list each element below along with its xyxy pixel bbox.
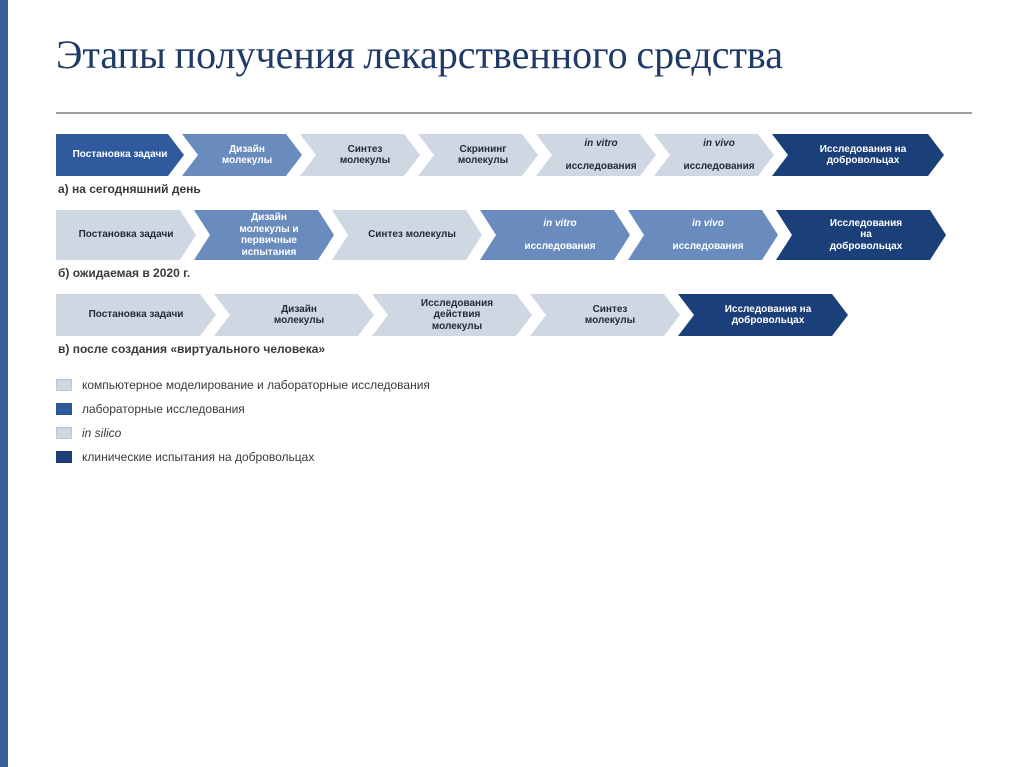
process-step: in vivoисследования bbox=[628, 210, 778, 260]
page-title: Этапы получения лекарственного средства bbox=[56, 32, 972, 78]
process-step-label: Скринингмолекулы bbox=[458, 144, 508, 167]
legend-swatch bbox=[56, 379, 72, 391]
process-step-label: Синтезмолекулы bbox=[585, 304, 635, 327]
process-step: Дизайнмолекулы bbox=[214, 294, 374, 336]
row-caption: а) на сегодняшний день bbox=[58, 182, 972, 196]
process-step: Постановка задачи bbox=[56, 134, 184, 176]
legend-item: in silico bbox=[56, 426, 972, 440]
legend-swatch bbox=[56, 403, 72, 415]
process-step-label: Синтез молекулы bbox=[368, 229, 456, 241]
process-step-label: Исследованиянадобровольцах bbox=[830, 218, 903, 253]
arrow-row: Постановка задачи Дизайнмолекулы Исследова… bbox=[56, 294, 972, 336]
process-step: Дизайнмолекулы ипервичныеиспытания bbox=[194, 210, 334, 260]
process-step: Синтезмолекулы bbox=[530, 294, 680, 336]
legend-label: in silico bbox=[82, 426, 121, 440]
accent-bar bbox=[4, 0, 8, 767]
process-step: Постановка задачи bbox=[56, 294, 216, 336]
process-step-label: Постановка задачи bbox=[79, 229, 174, 241]
process-step-label: Исследования надобровольцах bbox=[820, 144, 907, 167]
process-step-label: in vivoисследования bbox=[683, 138, 754, 173]
process-step-label: in vitroисследования bbox=[565, 138, 636, 173]
process-step: Исследованиядействиямолекулы bbox=[372, 294, 532, 336]
process-row: Постановка задачи Дизайнмолекулы Исследова… bbox=[56, 294, 972, 356]
process-row: Постановка задачи Дизайнмолекулы ипервичн… bbox=[56, 210, 972, 280]
process-step: Исследования надобровольцах bbox=[678, 294, 848, 336]
process-step-label: Исследованиядействиямолекулы bbox=[421, 298, 493, 333]
process-step: Исследования надобровольцах bbox=[772, 134, 944, 176]
legend-label: компьютерное моделирование и лабораторны… bbox=[82, 378, 430, 392]
row-caption: б) ожидаемая в 2020 г. bbox=[58, 266, 972, 280]
rows-container: Постановка задачи Дизайнмолекулы Синтезмол… bbox=[56, 134, 972, 356]
process-step-label: Постановка задачи bbox=[73, 149, 168, 161]
process-step: Синтез молекулы bbox=[332, 210, 482, 260]
process-step: in vitroисследования bbox=[536, 134, 656, 176]
arrow-row: Постановка задачи Дизайнмолекулы Синтезмол… bbox=[56, 134, 972, 176]
diagram-area: Постановка задачи Дизайнмолекулы Синтезмол… bbox=[56, 112, 972, 464]
legend-item: лабораторные исследования bbox=[56, 402, 972, 416]
process-step: Синтезмолекулы bbox=[300, 134, 420, 176]
legend: компьютерное моделирование и лабораторны… bbox=[56, 378, 972, 464]
legend-swatch bbox=[56, 427, 72, 439]
process-step-label: in vivoисследования bbox=[672, 218, 743, 253]
process-step-label: Исследования надобровольцах bbox=[725, 304, 812, 327]
process-step: Дизайнмолекулы bbox=[182, 134, 302, 176]
process-step-label: Синтезмолекулы bbox=[340, 144, 390, 167]
process-step: in vivoисследования bbox=[654, 134, 774, 176]
process-step: Исследованиянадобровольцах bbox=[776, 210, 946, 260]
row-caption: в) после создания «виртуального человека… bbox=[58, 342, 972, 356]
legend-item: компьютерное моделирование и лабораторны… bbox=[56, 378, 972, 392]
legend-label: лабораторные исследования bbox=[82, 402, 245, 416]
legend-swatch bbox=[56, 451, 72, 463]
process-step-label: Дизайнмолекулы ипервичныеиспытания bbox=[239, 212, 298, 258]
process-step: Скринингмолекулы bbox=[418, 134, 538, 176]
process-step-label: in vitroисследования bbox=[524, 218, 595, 253]
process-step-label: Дизайнмолекулы bbox=[222, 144, 272, 167]
slide: Этапы получения лекарственного средства … bbox=[0, 0, 1024, 767]
process-row: Постановка задачи Дизайнмолекулы Синтезмол… bbox=[56, 134, 972, 196]
legend-item: клинические испытания на добровольцах bbox=[56, 450, 972, 464]
process-step: in vitroисследования bbox=[480, 210, 630, 260]
arrow-row: Постановка задачи Дизайнмолекулы ипервичн… bbox=[56, 210, 972, 260]
process-step-label: Постановка задачи bbox=[89, 309, 184, 321]
legend-label: клинические испытания на добровольцах bbox=[82, 450, 314, 464]
process-step-label: Дизайнмолекулы bbox=[274, 304, 324, 327]
process-step: Постановка задачи bbox=[56, 210, 196, 260]
